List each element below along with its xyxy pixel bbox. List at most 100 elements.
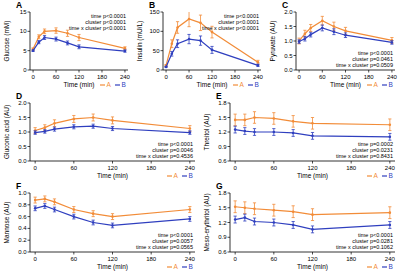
x-tick — [101, 70, 102, 73]
error-cap — [43, 129, 46, 130]
y-tick — [28, 193, 31, 194]
error-bar — [164, 66, 167, 68]
data-point — [298, 40, 301, 43]
error-bar — [311, 118, 314, 130]
stat-annotation: time x cluster p=0.1062 — [336, 244, 393, 250]
data-point — [111, 119, 114, 122]
data-point — [44, 198, 47, 201]
error-cap — [303, 30, 306, 31]
legend-swatch — [382, 84, 387, 85]
data-point — [311, 228, 314, 231]
series-line — [235, 130, 390, 137]
data-point — [38, 41, 41, 44]
error-stem — [124, 47, 125, 50]
error-bar — [303, 30, 306, 37]
data-point — [78, 46, 81, 49]
error-bar — [34, 131, 37, 134]
panel: E0.60.91.21.51.8060120180240Time (min)Th… — [203, 91, 396, 180]
error-bar — [243, 214, 246, 221]
error-bar — [111, 214, 114, 220]
error-cap — [92, 216, 95, 217]
y-tick — [294, 41, 297, 42]
legend-label: B — [389, 172, 393, 179]
error-cap — [243, 201, 246, 202]
error-stem — [310, 24, 311, 31]
error-stem — [389, 119, 390, 131]
x-tick — [73, 252, 74, 255]
error-stem — [56, 28, 57, 33]
error-cap — [309, 36, 312, 37]
error-stem — [389, 222, 390, 229]
error-stem — [293, 130, 294, 137]
data-point — [292, 210, 295, 213]
error-stem — [299, 40, 300, 43]
error-cap — [292, 136, 295, 137]
error-bar — [187, 34, 190, 43]
error-stem — [200, 36, 201, 45]
data-point — [333, 25, 336, 28]
error-cap — [243, 114, 246, 115]
x-tick-label: 240 — [185, 256, 196, 262]
error-stem — [312, 132, 313, 139]
data-point — [257, 64, 260, 67]
error-cap — [34, 134, 37, 135]
y-tick — [28, 50, 31, 51]
legend-label: B — [389, 81, 393, 88]
x-tick — [35, 252, 36, 255]
data-point — [44, 130, 47, 133]
x-tick — [56, 70, 57, 73]
y-tick — [228, 146, 231, 147]
error-stem — [293, 116, 294, 128]
data-point — [253, 207, 256, 210]
y-tick — [228, 132, 231, 133]
error-bar — [34, 206, 37, 211]
error-stem — [200, 15, 201, 30]
error-bar — [72, 207, 75, 213]
error-bar — [53, 207, 56, 212]
y-tick-label: 1.2 — [218, 220, 227, 226]
x-tick-label: 240 — [120, 74, 131, 80]
error-cap — [292, 115, 295, 116]
error-cap — [92, 220, 95, 221]
y-tick-label: 100 — [149, 28, 160, 34]
x-tick-label: 180 — [230, 74, 241, 80]
legend-swatch — [167, 175, 172, 176]
error-bar — [31, 50, 34, 52]
error-cap — [243, 127, 246, 128]
error-cap — [253, 202, 256, 203]
legend-swatch — [100, 84, 105, 85]
error-cap — [292, 129, 295, 130]
y-tick-label: 150 — [149, 9, 160, 15]
x-tick — [273, 161, 274, 164]
error-cap — [311, 132, 314, 133]
series-line — [33, 38, 125, 52]
error-cap — [344, 37, 347, 38]
error-stem — [73, 125, 74, 129]
y-tick-label: 2.0 — [18, 100, 27, 106]
y-tick-label: 1.2 — [218, 129, 227, 135]
x-tick-label: 240 — [385, 256, 396, 262]
panel: D0.00.51.01.52.0060120180240Time (min)Gl… — [3, 91, 196, 180]
error-cap — [92, 210, 95, 211]
y-tick-label: 1.5 — [284, 24, 293, 30]
y-tick — [228, 117, 231, 118]
legend-label: B — [389, 263, 393, 270]
error-cap — [309, 31, 312, 32]
stat-annotation: time x cluster p<0.0001 — [69, 25, 126, 31]
data-point — [73, 125, 76, 128]
stat-annotation: time x cluster p=0.8431 — [336, 153, 393, 159]
error-cap — [188, 206, 191, 207]
error-stem — [56, 37, 57, 41]
data-point — [234, 205, 237, 208]
x-tick — [166, 70, 167, 73]
error-cap — [297, 39, 300, 40]
error-cap — [77, 44, 80, 45]
error-stem — [293, 206, 294, 218]
error-cap — [303, 36, 306, 37]
x-tick — [345, 70, 346, 73]
plot-area — [297, 16, 393, 44]
data-point — [53, 122, 56, 125]
error-cap — [34, 203, 37, 204]
legend-label: B — [255, 81, 259, 88]
error-stem — [38, 41, 39, 44]
